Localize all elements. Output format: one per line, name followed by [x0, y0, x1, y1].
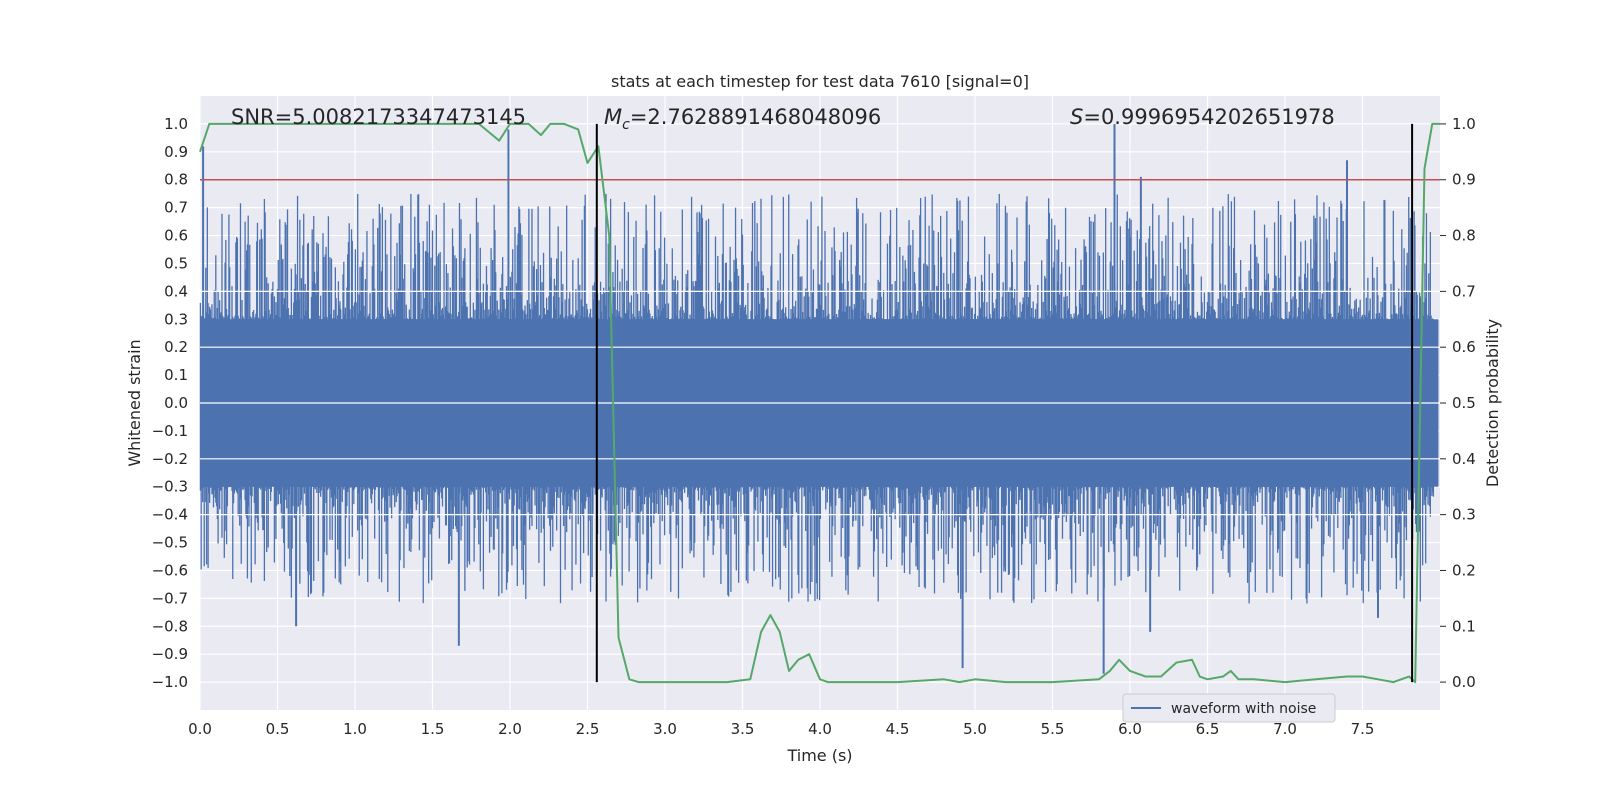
- y-tick-1: −0.9: [152, 645, 188, 663]
- s-symbol: S: [1070, 105, 1083, 129]
- y-tick-9: −0.1: [152, 422, 188, 440]
- chirp-mass-annotation: Mc=2.7628891468048096: [604, 105, 881, 133]
- x-tick-labels: 0.0 0.5 1.0 1.5 2.0 2.5 3.0 3.5 4.0 4.5 5.0 5.5 6.0 6…: [188, 720, 1374, 738]
- x-tick-7: 3.5: [731, 720, 755, 738]
- probability-line: [199, 122, 1440, 684]
- y-tick-4: −0.6: [152, 561, 188, 579]
- y2-tick-4: 0.4: [1452, 450, 1476, 468]
- y-tick-6: −0.4: [152, 506, 188, 524]
- y2-tick-6: 0.6: [1452, 338, 1476, 356]
- chirp-mass-value: =2.7628891468048096: [630, 105, 881, 129]
- y2-tick-10: 1.0: [1452, 115, 1476, 133]
- y-tick-13: 0.3: [164, 310, 188, 328]
- chart-title: stats at each timestep for test data 761…: [611, 72, 1029, 91]
- y-tick-20: 1.0: [164, 115, 188, 133]
- snr-stat-annotation: S=0.9996954202651978: [1070, 105, 1335, 129]
- x-tick-9: 4.5: [886, 720, 910, 738]
- y2-tick-9: 0.9: [1452, 171, 1476, 189]
- x-tick-4: 2.0: [498, 720, 522, 738]
- y-tick-5: −0.5: [152, 534, 188, 552]
- y-tick-7: −0.3: [152, 478, 188, 496]
- y-tick-3: −0.7: [152, 589, 188, 607]
- x-tick-8: 4.0: [808, 720, 832, 738]
- x-tick-1: 0.5: [266, 720, 290, 738]
- x-tick-0: 0.0: [188, 720, 212, 738]
- y2-tick-0: 0.0: [1452, 673, 1476, 691]
- y2-tick-1: 0.1: [1452, 617, 1476, 635]
- y2-tick-3: 0.3: [1452, 506, 1476, 524]
- x-tick-6: 3.0: [653, 720, 677, 738]
- y2-tick-5: 0.5: [1452, 394, 1476, 412]
- y-tick-11: 0.1: [164, 366, 188, 384]
- y-axis-label: Whitened strain: [125, 339, 144, 466]
- s-value: =0.9996954202651978: [1083, 105, 1334, 129]
- x-tick-14: 7.0: [1273, 720, 1297, 738]
- x-axis-label: Time (s): [786, 746, 852, 765]
- x-tick-5: 2.5: [576, 720, 600, 738]
- y-tick-0: −1.0: [152, 673, 188, 691]
- legend: waveform with noise: [1122, 693, 1336, 723]
- y-tick-2: −0.8: [152, 617, 188, 635]
- y2-axis-label: Detection probability: [1483, 319, 1502, 487]
- y-tick-19: 0.9: [164, 143, 188, 161]
- x-tick-3: 1.5: [421, 720, 445, 738]
- chirp-mass-symbol: M: [604, 105, 622, 129]
- y-tick-labels: −1.0 −0.9 −0.8 −0.7 −0.6 −0.5 −0.4 −0.3 −0.2 −0.1…: [152, 115, 188, 691]
- chirp-mass-subscript: c: [622, 117, 630, 133]
- legend-label-waveform: waveform with noise: [1171, 701, 1316, 717]
- x-tick-15: 7.5: [1351, 720, 1375, 738]
- snr-annotation: SNR=5.0082173347473145: [231, 105, 526, 129]
- vertical-markers: [595, 123, 1414, 683]
- probability-series: [199, 122, 1440, 684]
- y-tick-15: 0.5: [164, 254, 188, 272]
- legend-box: [1122, 693, 1336, 723]
- x-tick-12: 6.0: [1118, 720, 1142, 738]
- x-tick-11: 5.5: [1041, 720, 1065, 738]
- y2-tick-7: 0.7: [1452, 282, 1476, 300]
- x-tick-10: 5.0: [963, 720, 987, 738]
- y2-tick-8: 0.8: [1452, 227, 1476, 245]
- y-tick-12: 0.2: [164, 338, 188, 356]
- y-tick-18: 0.8: [164, 171, 188, 189]
- y2-tick-2: 0.2: [1452, 561, 1476, 579]
- waveform-series: [199, 123, 1440, 674]
- y-tick-8: −0.2: [152, 450, 188, 468]
- x-tick-2: 1.0: [343, 720, 367, 738]
- y-tick-10: 0.0: [164, 394, 188, 412]
- x-tick-13: 6.5: [1196, 720, 1220, 738]
- y-tick-14: 0.4: [164, 282, 188, 300]
- y-tick-17: 0.7: [164, 199, 188, 217]
- y-tick-16: 0.6: [164, 227, 188, 245]
- y2-tick-labels: 0.0 0.1 0.2 0.3 0.4 0.5 0.6 0.7 0.8 0.9 1.0: [1440, 115, 1476, 691]
